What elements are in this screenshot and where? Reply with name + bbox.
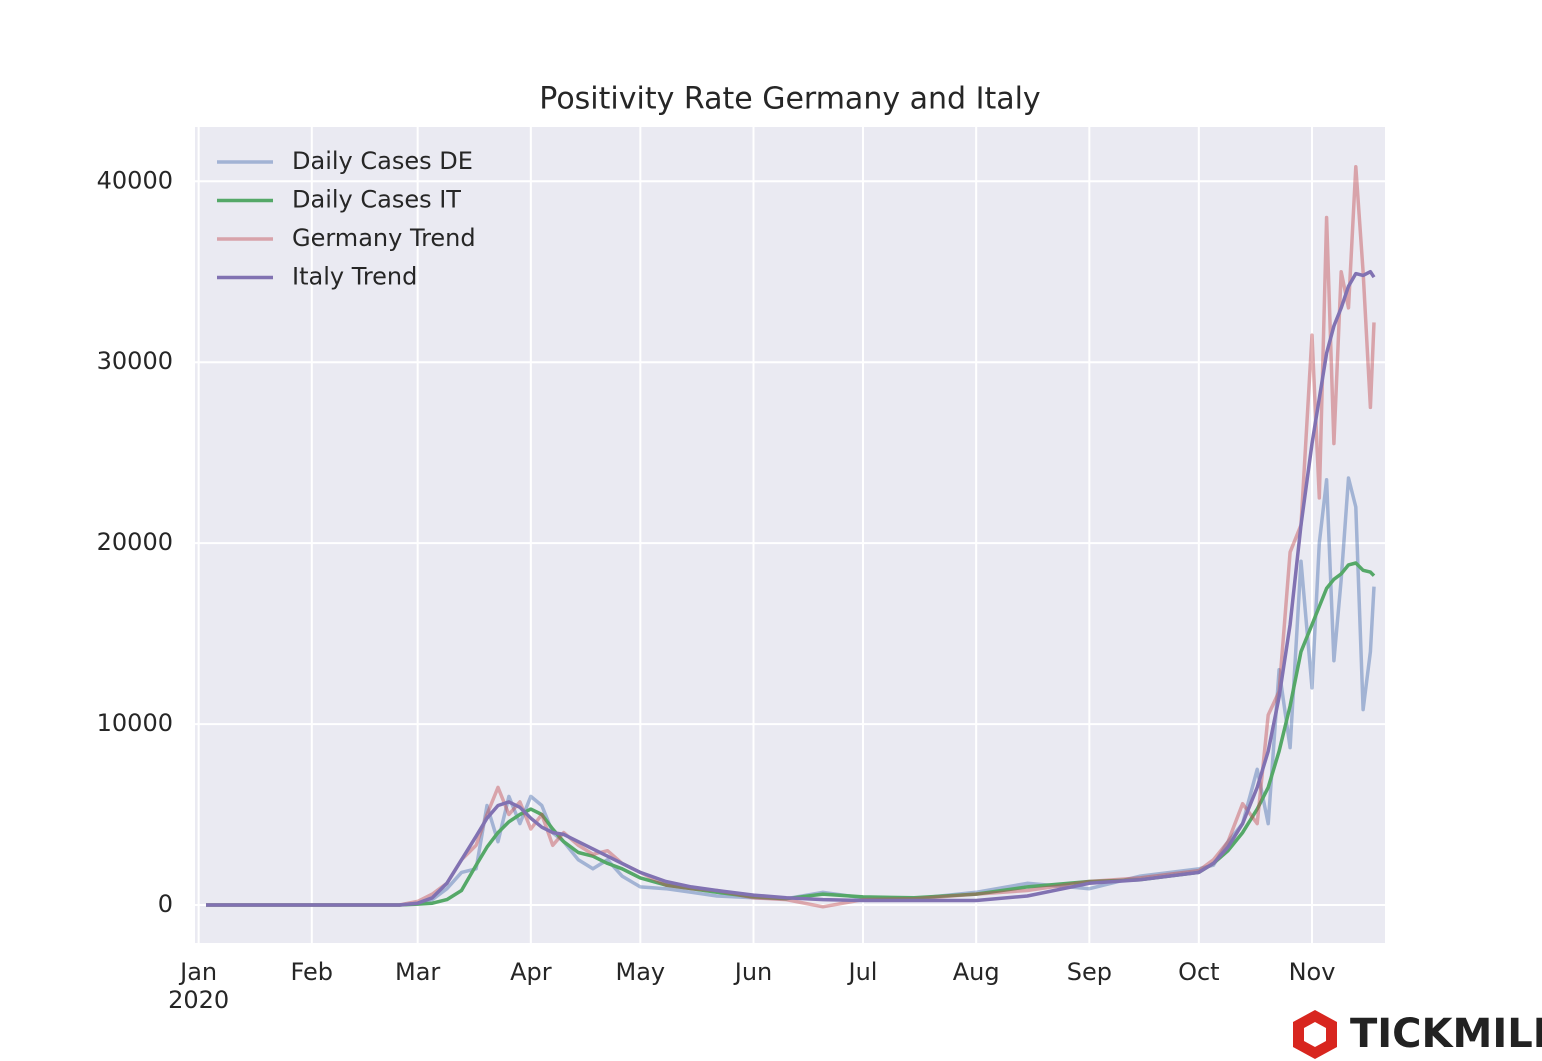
y-tick-label: 30000 [97,347,173,375]
x-tick-label: Nov [1289,958,1336,986]
data-line [206,269,1376,907]
x-tick-label: Jun [733,958,773,986]
y-tick-label: 0 [158,890,173,918]
x-tick-label: Feb [291,958,334,986]
brand-text: TICKMILL [1350,1011,1542,1057]
logo: TICKMILL [1293,1010,1542,1059]
chart-title: Positivity Rate Germany and Italy [539,82,1040,117]
x-tick-label: Oct [1178,958,1220,986]
x-tick-label: Apr [510,958,552,986]
y-tick-label: 40000 [97,166,173,194]
plot-background [195,127,1385,943]
x-tick-label: Sep [1067,958,1112,986]
x-tick-label: Mar [395,958,440,986]
legend-label: Daily Cases IT [292,186,461,214]
y-tick-label: 10000 [97,709,173,737]
legend-label: Italy Trend [292,263,417,291]
x-tick-label: Aug [953,958,1000,986]
data-line [206,165,1376,909]
logo-icon-inner [1304,1022,1326,1047]
legend-label: Germany Trend [292,224,476,252]
x-tick-label: Jan [178,958,217,986]
y-tick-label: 20000 [97,528,173,556]
x-year-label: 2020 [168,986,229,1014]
x-tick-label: May [616,958,666,986]
legend-label: Daily Cases DE [292,147,473,175]
x-tick-label: Jul [847,958,878,986]
